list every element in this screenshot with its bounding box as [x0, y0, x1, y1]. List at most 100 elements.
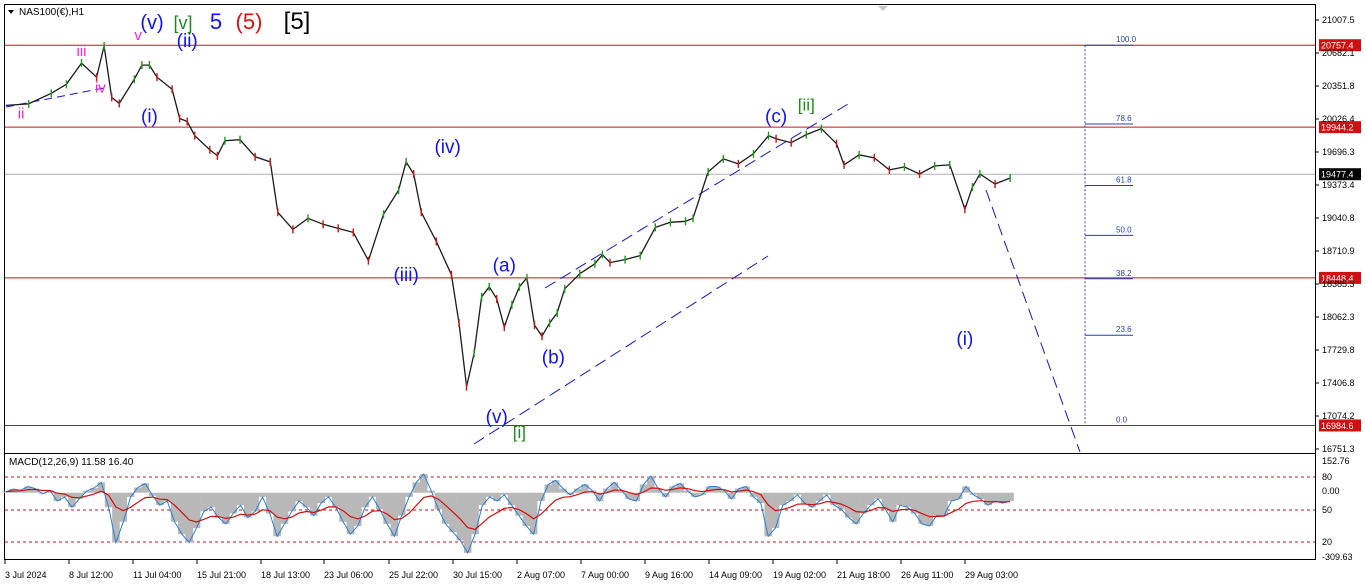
macd-histogram-bar [317, 492, 325, 504]
macd-histogram-bar [522, 492, 531, 526]
macd-histogram-bar [962, 486, 970, 493]
macd-title: MACD(12,26,9) 11.58 16.40 [9, 457, 134, 468]
macd-histogram-bar [97, 482, 106, 493]
macd-histogram-bar [82, 491, 91, 493]
macd-histogram-bar [419, 474, 428, 493]
macd-histogram-bar [104, 492, 113, 508]
macd-histogram-bar [53, 492, 62, 502]
macd-histogram-bar [68, 492, 76, 508]
macd-histogram-bar [441, 492, 450, 524]
wave-label: v [134, 27, 142, 44]
macd-histogram-bar [551, 480, 560, 493]
macd-histogram-bar [141, 483, 150, 493]
price-tick-label: 18710.9 [1322, 246, 1355, 256]
macd-histogram-bar [925, 492, 934, 526]
macd-histogram-bar [288, 492, 296, 512]
time-tick-label: 14 Aug 09:00 [709, 570, 762, 580]
macd-histogram-bar [881, 492, 890, 510]
macd-indicator: 152.76 80 0.00 50 20 -309.63 [2, 456, 1353, 562]
scroll-marker[interactable] [878, 6, 888, 11]
macd-histogram-bar [866, 492, 875, 506]
macd-histogram-bar [493, 492, 501, 502]
top-wave-label: (5) [236, 9, 263, 34]
macd-histogram-bar [375, 492, 384, 510]
macd-histogram-bar [691, 492, 699, 497]
price-tick-label: 19696.3 [1322, 147, 1355, 157]
level-price-label: 19944.2 [1321, 123, 1354, 133]
top-wave-label: [v] [173, 13, 192, 33]
current-price-label: 19477.4 [1321, 170, 1354, 180]
price-tick-label: 18062.3 [1322, 312, 1355, 322]
time-tick-label: 11 Jul 04:00 [133, 570, 181, 580]
time-tick-label: 7 Aug 00:00 [581, 570, 629, 580]
macd-histogram-bar [998, 492, 1007, 504]
macd-histogram-bar [331, 492, 340, 508]
wave-label: ii [18, 106, 25, 123]
price-tick-label: 21007.5 [1322, 15, 1355, 25]
macd-histogram-bar [896, 492, 904, 506]
level-price-tag [1319, 121, 1361, 134]
macd-histogram-bar [353, 492, 362, 526]
top-wave-label: [5] [284, 8, 311, 35]
macd-histogram-bar [500, 492, 509, 495]
macd-histogram-bar [573, 488, 582, 493]
time-tick-label: 18 Jul 13:00 [261, 570, 310, 580]
macd-histogram-bar [918, 492, 926, 524]
macd-histogram-bar [566, 492, 575, 495]
macd-histogram-bar [126, 492, 135, 497]
wave-label: (iv) [434, 137, 460, 158]
macd-histogram-bar [478, 492, 487, 506]
wave-label: (iii) [393, 265, 418, 286]
macd-histogram-bar [309, 492, 318, 516]
wave-label: (c) [765, 107, 787, 128]
top-wave-label: 5 [210, 9, 222, 34]
macd-histogram-bar [874, 492, 882, 499]
fib-level-label: 23.6 [1116, 325, 1132, 334]
macd-histogram-bar [434, 492, 443, 510]
channel-upper-line [544, 103, 849, 289]
top-wave-labels: (v) [v] 5 (5) [5] [140, 8, 310, 35]
macd-histogram-bar [361, 492, 369, 508]
channel-lower-line [473, 255, 769, 445]
macd-histogram-bar [639, 484, 648, 493]
macd-histogram-bar [295, 492, 303, 502]
macd-histogram-bar [529, 492, 538, 535]
macd-histogram-bar [471, 492, 479, 535]
macd-histogram-bar [192, 492, 201, 529]
time-tick-label: 23 Jul 06:00 [324, 570, 373, 580]
macd-signal-line [5, 487, 1011, 530]
price-tick-label: 19040.8 [1322, 213, 1355, 223]
time-tick-label: 26 Aug 11:00 [901, 570, 953, 580]
level-price-tag [1319, 39, 1361, 52]
time-tick-label: 9 Aug 16:00 [645, 570, 693, 580]
wave-label: (i) [956, 329, 973, 350]
macd-histogram-bar [266, 492, 274, 514]
macd-histogram-bar [60, 492, 69, 497]
price-tick-label: 17729.8 [1322, 345, 1355, 355]
macd-histogram-bar [405, 492, 413, 497]
macd-axis-label: -309.63 [1322, 552, 1353, 562]
fib-level-label: 38.2 [1116, 269, 1132, 278]
macd-axis-label: 50 [1322, 505, 1332, 515]
macd-histogram-bar [185, 492, 194, 543]
macd-histogram-bar [595, 492, 604, 502]
macd-histogram-bar [903, 492, 912, 508]
macd-histogram-bar [383, 492, 391, 524]
macd-axis-label: 20 [1322, 537, 1332, 547]
symbol-menu-triangle[interactable] [8, 10, 14, 14]
macd-histogram-bar [837, 492, 846, 510]
macd-histogram-bar [654, 488, 663, 493]
fib-level-label: 50.0 [1116, 225, 1132, 234]
macd-histogram-bar [2, 491, 10, 493]
time-tick-label: 30 Jul 15:00 [453, 570, 502, 580]
level-price-tag [1319, 419, 1361, 432]
macd-histogram-bar [544, 484, 553, 493]
macd-histogram-bar [932, 492, 941, 516]
current-price-tag [1319, 168, 1361, 181]
macd-axis-label: 80 [1322, 472, 1332, 482]
macd-histogram-bar [456, 492, 465, 541]
macd-histogram-bar [170, 492, 179, 522]
time-tick-label: 25 Jul 22:00 [389, 570, 438, 580]
macd-histogram-bar [251, 492, 259, 512]
